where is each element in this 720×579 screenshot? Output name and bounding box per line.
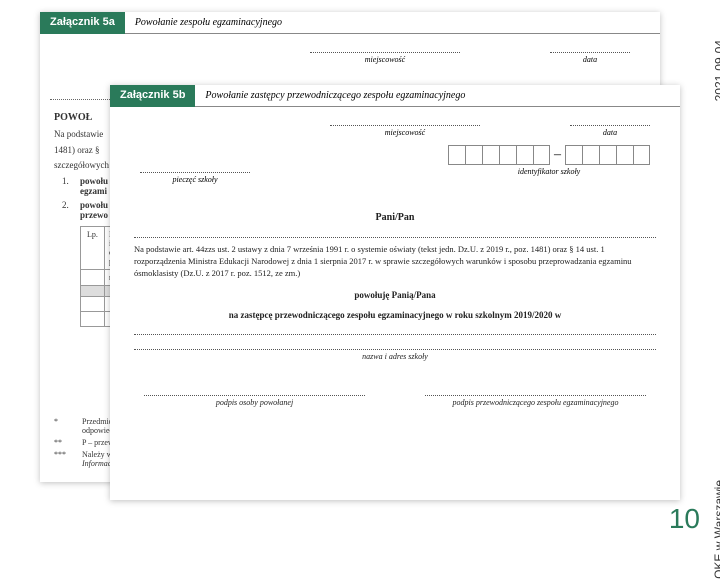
doc-b-legal: Na podstawie art. 44zzs ust. 2 ustawy z … [134, 244, 656, 280]
doc-b-appoint-sub: na zastępcę przewodniczącego zespołu egz… [134, 310, 656, 320]
document-5b: Załącznik 5b Powołanie zastępcy przewodn… [110, 85, 680, 500]
fn3-sym: *** [54, 450, 82, 468]
doc-a-tab: Załącznik 5a [40, 12, 125, 34]
doc-a-li2b: przewo [80, 210, 108, 220]
doc-b-sign-row: podpis osoby powołanej podpis przewodnic… [134, 387, 656, 407]
page-number: 10 [669, 503, 700, 535]
doc-a-stamp [50, 92, 110, 100]
doc-b-pp: Pani/Pan [134, 212, 656, 223]
id-boxes-2 [565, 145, 650, 165]
doc-b-header: Załącznik 5b Powołanie zastępcy przewodn… [110, 85, 680, 107]
doc-b-id-label: identyfikator szkoły [518, 167, 580, 176]
doc-a-title: Powołanie zespołu egzaminacyjnego [125, 12, 660, 34]
doc-a-li1a: powołu [80, 176, 108, 186]
doc-b-loc-date: miejscowość data [140, 125, 650, 137]
doc-b-loc-label: miejscowość [330, 125, 480, 137]
id-boxes-1 [448, 145, 550, 165]
doc-a-date-label: data [550, 52, 630, 64]
doc-b-tab: Załącznik 5b [110, 85, 195, 107]
sign-left-label: podpis osoby powołanej [134, 398, 375, 407]
doc-b-id-row: pieczęć szkoły – identyfikator szkoły [140, 145, 650, 184]
doc-a-th-lp: Lp. [80, 227, 104, 269]
doc-a-li2a: powołu [80, 200, 108, 210]
doc-a-header: Załącznik 5a Powołanie zespołu egzaminac… [40, 12, 660, 34]
doc-b-date-label: data [570, 125, 650, 137]
fn2-sym: ** [54, 438, 82, 447]
doc-b-title: Powołanie zastępcy przewodniczącego zesp… [195, 85, 680, 107]
doc-a-li1b: egzami [80, 186, 107, 196]
doc-b-stamp-label: pieczęć szkoły [172, 175, 217, 184]
doc-a-loc-label: miejscowość [310, 52, 460, 64]
fn1-sym: * [54, 417, 82, 435]
doc-b-school-label: nazwa i adres szkoły [134, 352, 656, 361]
doc-b-body: Pani/Pan Na podstawie art. 44zzs ust. 2 … [110, 192, 680, 415]
org-vertical: OKE w Warszawie [712, 480, 720, 579]
sign-right-label: podpis przewodniczącego zespołu egzamina… [415, 398, 656, 407]
doc-b-appoint-title: powołuję Panią/Pana [134, 290, 656, 300]
doc-a-loc-date: miejscowość data [70, 52, 630, 64]
date-vertical: 2021-09-04 [712, 40, 720, 101]
